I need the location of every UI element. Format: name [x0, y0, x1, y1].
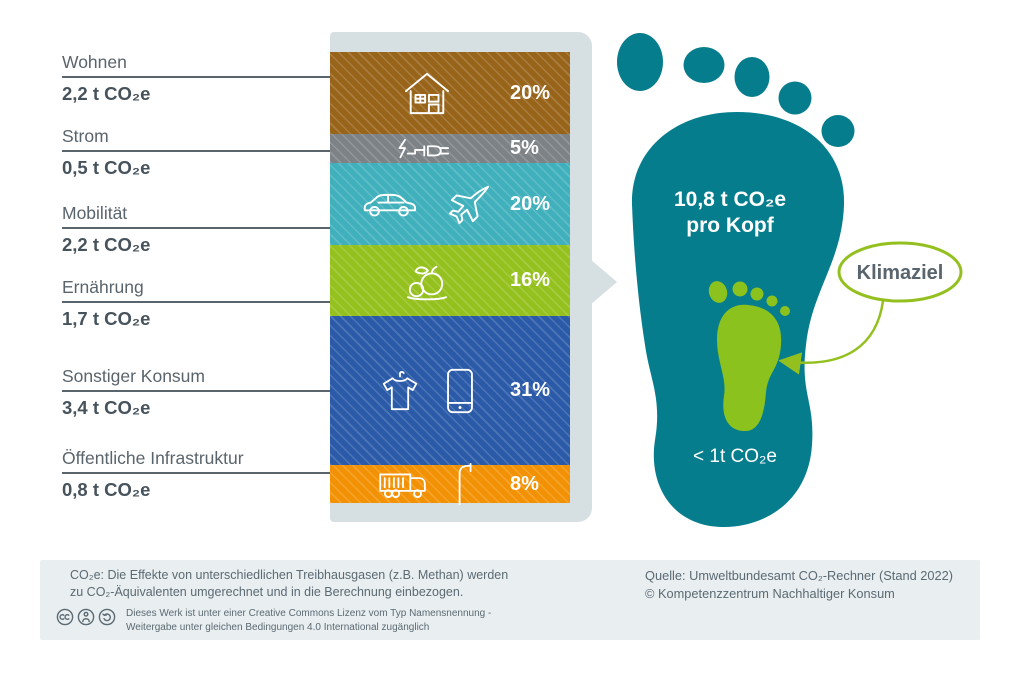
category-label: Wohnen [62, 50, 330, 78]
segment-icons [330, 70, 510, 116]
goal-toe [766, 295, 778, 307]
license-line2: Weitergabe unter gleichen Bedingungen 4.… [126, 621, 430, 633]
source-line1: Quelle: Umweltbundesamt CO₂-Rechner (Sta… [645, 568, 953, 583]
license-icons [56, 608, 116, 626]
footer-note: CO₂e: Die Effekte von unterschiedlichen … [70, 567, 508, 601]
category-block-5: Öffentliche Infrastruktur 0,8 t CO₂e [62, 446, 330, 501]
category-value: 2,2 t CO₂e [62, 83, 151, 104]
segment-icons [330, 182, 510, 226]
category-block-3: Ernährung 1,7 t CO₂e [62, 275, 330, 330]
airplane-icon [448, 185, 490, 225]
cc-icon [56, 608, 74, 626]
bar-segment-0: 20% [330, 52, 570, 134]
category-block-1: Strom 0,5 t CO₂e [62, 124, 330, 179]
big-toe [617, 33, 663, 91]
category-block-0: Wohnen 2,2 t CO₂e [62, 50, 330, 105]
bar-segment-3: 16% [330, 245, 570, 316]
goal-toe [750, 287, 764, 301]
category-value: 2,2 t CO₂e [62, 234, 151, 255]
segment-percent: 5% [510, 137, 539, 159]
footer: CO₂e: Die Effekte von unterschiedlichen … [40, 560, 980, 640]
tshirt-icon [382, 370, 418, 410]
street-lamp-icon [458, 463, 472, 505]
climate-goal-bubble: Klimaziel [778, 241, 963, 375]
category-label: Öffentliche Infrastruktur [62, 446, 330, 474]
bar-segment-1: 5% [330, 134, 570, 163]
category-value: 0,8 t CO₂e [62, 479, 151, 500]
stacked-bar: 20% 5% 20% 16% 31% 8% [330, 52, 570, 505]
footer-note-line2: zu CO₂-Äquivalenten umgerechnet und in d… [70, 585, 464, 599]
segment-percent: 16% [510, 269, 551, 291]
category-label: Sonstiger Konsum [62, 364, 330, 392]
bar-segment-4: 31% [330, 316, 570, 465]
category-value: 1,7 t CO₂e [62, 308, 151, 329]
license-line1: Dieses Werk ist unter einer Creative Com… [126, 608, 492, 619]
food-icon [407, 265, 448, 300]
bubble-ellipse [837, 241, 963, 303]
category-block-2: Mobilität 2,2 t CO₂e [62, 201, 330, 256]
smartphone-icon [447, 368, 473, 413]
climate-goal-value: < 1t CO₂e [693, 446, 777, 467]
car-icon [363, 193, 417, 217]
cc-sa-icon [98, 608, 116, 626]
source-line2: © Kompetenzzentrum Nachhaltiger Konsum [645, 585, 895, 601]
bar-segment-5: 8% [330, 463, 570, 505]
garbage-truck-icon [379, 473, 426, 498]
category-label: Mobilität [62, 201, 330, 229]
power-plug-icon [398, 138, 449, 158]
house-icon [404, 72, 450, 115]
segment-percent: 31% [510, 379, 551, 401]
goal-foot-sole [717, 304, 782, 432]
segment-icons [330, 463, 510, 505]
bar-panel-pointer [590, 259, 617, 305]
climate-goal-foot [708, 281, 790, 432]
segment-icons [330, 368, 510, 414]
goal-toe [780, 306, 790, 316]
segment-percent: 8% [510, 472, 539, 495]
bar-segment-2: 20% [330, 163, 570, 245]
category-value: 3,4 t CO₂e [62, 397, 151, 418]
per-capita-value: 10,8 t CO₂e [674, 188, 786, 211]
bubble-arrow [778, 300, 885, 375]
toe [734, 57, 770, 97]
category-value: 0,5 t CO₂e [62, 157, 151, 178]
climate-goal-label: Klimaziel [857, 262, 944, 284]
source-text: Quelle: Umweltbundesamt CO₂-Rechner (Sta… [645, 567, 953, 602]
category-block-4: Sonstiger Konsum 3,4 t CO₂e [62, 364, 330, 419]
cc-by-icon [77, 608, 95, 626]
goal-big-toe [708, 281, 728, 303]
segment-icons [330, 138, 510, 160]
footer-note-line1: CO₂e: Die Effekte von unterschiedlichen … [70, 568, 509, 582]
toe [683, 47, 725, 83]
segment-percent: 20% [510, 81, 551, 104]
category-label: Strom [62, 124, 330, 152]
carbon-footprint-graphic: 10,8 t CO₂e pro Kopf < 1t CO₂e Klimaziel [617, 33, 963, 528]
goal-toe [732, 281, 748, 297]
toe [778, 81, 812, 115]
per-capita-caption: pro Kopf [686, 214, 774, 237]
segment-percent: 20% [510, 192, 551, 215]
category-label: Ernährung [62, 275, 330, 303]
segment-icons [330, 261, 510, 301]
license-text: Dieses Werk ist unter einer Creative Com… [126, 607, 491, 634]
toe [821, 115, 855, 147]
